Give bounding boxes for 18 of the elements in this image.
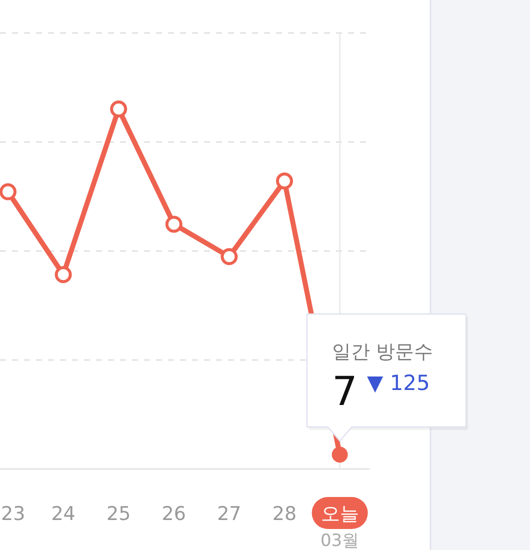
- annotation: 일간 방문수: [332, 341, 434, 363]
- point: [220, 248, 238, 266]
- point: [54, 266, 72, 284]
- x-tick-label: 오늘: [320, 503, 359, 525]
- point: [0, 183, 16, 200]
- x-tick-label: 26: [162, 503, 186, 525]
- point: [276, 172, 293, 190]
- point: [332, 446, 348, 463]
- x-tick-label: 25: [106, 503, 131, 525]
- annotation: ▼ 125: [367, 371, 430, 395]
- text: 03월: [320, 531, 360, 550]
- point: [165, 216, 182, 233]
- annotation: 7: [332, 369, 358, 415]
- x-tick-label: 27: [217, 503, 242, 525]
- x-tick-label: 28: [272, 503, 297, 525]
- x-tick-label: 24: [51, 503, 76, 525]
- point: [110, 100, 128, 118]
- x-tick-label: 23: [1, 503, 26, 525]
